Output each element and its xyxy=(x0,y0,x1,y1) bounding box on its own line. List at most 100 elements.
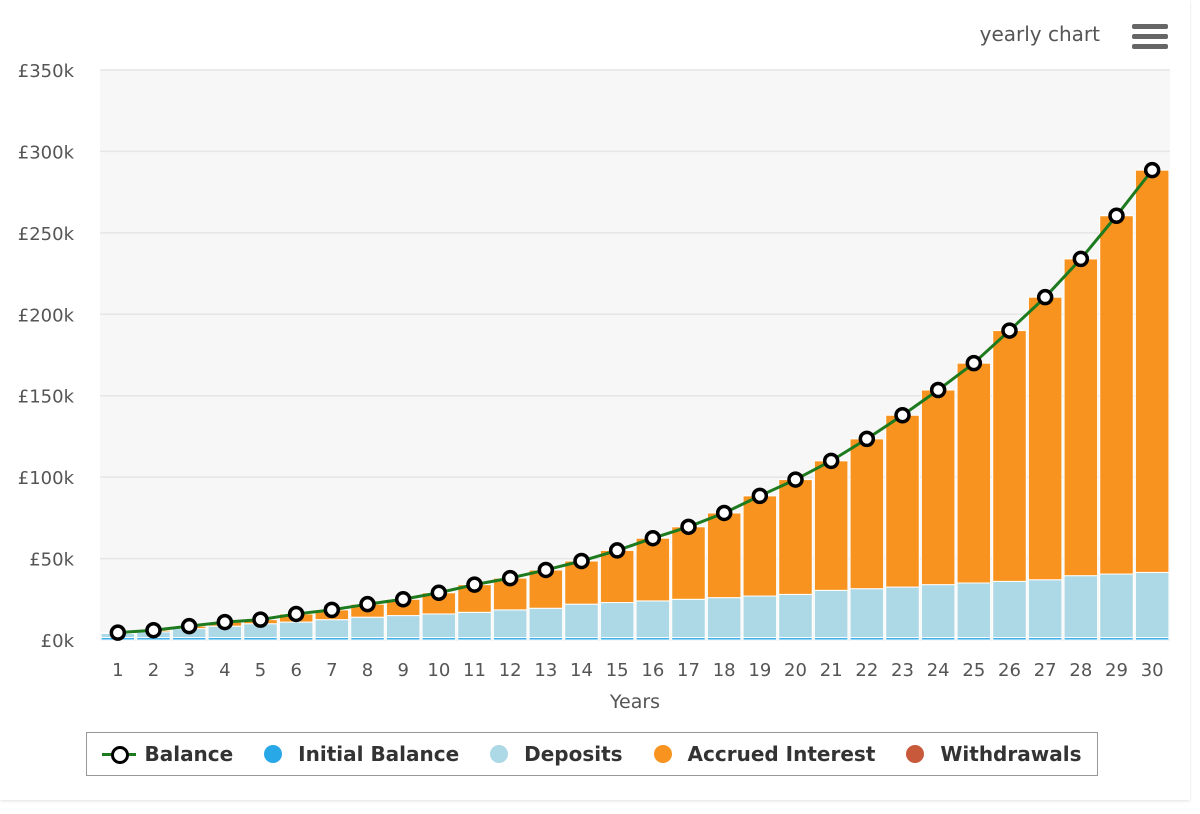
bar-accrued-interest[interactable] xyxy=(813,460,849,591)
balance-point[interactable] xyxy=(751,487,769,505)
balance-point[interactable] xyxy=(1143,161,1161,179)
legend-item-deposits[interactable]: Deposits xyxy=(490,742,623,766)
bar-deposits[interactable] xyxy=(528,607,564,639)
balance-point[interactable] xyxy=(430,584,448,602)
bar-deposits[interactable] xyxy=(492,609,528,639)
legend-item-initial-balance[interactable]: Initial Balance xyxy=(264,742,459,766)
balance-point[interactable] xyxy=(466,576,483,593)
balance-point[interactable] xyxy=(180,617,198,635)
balance-point[interactable] xyxy=(145,621,162,639)
bar-accrued-interest[interactable] xyxy=(1027,296,1063,581)
x-tick-label: 7 xyxy=(326,660,337,681)
balance-point[interactable] xyxy=(894,407,911,424)
chart-title[interactable]: yearly chart xyxy=(979,22,1100,46)
bar-accrued-interest[interactable] xyxy=(671,526,706,600)
balance-point[interactable] xyxy=(929,381,947,399)
bar-accrued-interest[interactable] xyxy=(920,389,956,586)
x-tick-label: 4 xyxy=(219,660,230,681)
hamburger-menu-icon[interactable] xyxy=(1132,24,1168,52)
bar-deposits[interactable] xyxy=(635,600,671,639)
balance-point[interactable] xyxy=(1001,322,1018,339)
x-tick-label: 21 xyxy=(820,660,843,681)
bar-deposits[interactable] xyxy=(1134,571,1170,639)
circle-icon xyxy=(264,745,283,763)
x-tick-label: 10 xyxy=(427,660,450,681)
bar-deposits[interactable] xyxy=(385,615,421,639)
balance-point[interactable] xyxy=(109,624,127,641)
bar-deposits[interactable] xyxy=(885,586,920,639)
x-tick-label: 2 xyxy=(148,660,159,681)
legend-label: Balance xyxy=(144,742,234,766)
balance-point[interactable] xyxy=(287,605,305,623)
bar-accrued-interest[interactable] xyxy=(706,512,742,599)
bar-deposits[interactable] xyxy=(599,602,635,639)
x-tick-label: 11 xyxy=(463,660,486,681)
bar-accrued-interest[interactable] xyxy=(849,438,885,590)
y-tick-label: £300k xyxy=(18,142,75,163)
bar-deposits[interactable] xyxy=(920,584,956,639)
bar-accrued-interest[interactable] xyxy=(635,537,671,602)
balance-point[interactable] xyxy=(394,591,412,608)
bar-deposits[interactable] xyxy=(421,613,457,639)
x-axis-title: Years xyxy=(609,691,660,713)
bar-deposits[interactable] xyxy=(778,593,813,639)
bar-accrued-interest[interactable] xyxy=(778,479,813,595)
bar-accrued-interest[interactable] xyxy=(1134,169,1170,573)
x-tick-label: 25 xyxy=(962,660,985,681)
balance-point[interactable] xyxy=(1108,207,1125,225)
bar-deposits[interactable] xyxy=(742,595,778,639)
x-tick-label: 3 xyxy=(183,660,194,681)
balance-point[interactable] xyxy=(822,452,840,470)
bar-deposits[interactable] xyxy=(813,589,849,639)
legend-item-balance[interactable]: Balance xyxy=(102,742,233,766)
balance-point[interactable] xyxy=(608,542,626,559)
x-tick-label: 22 xyxy=(855,660,878,681)
bar-accrued-interest[interactable] xyxy=(956,362,992,584)
x-tick-label: 24 xyxy=(927,660,950,681)
balance-point[interactable] xyxy=(1036,288,1054,306)
bar-deposits[interactable] xyxy=(849,588,885,639)
balance-point[interactable] xyxy=(252,611,269,628)
bar-accrued-interest[interactable] xyxy=(885,414,920,588)
x-tick-label: 9 xyxy=(397,660,408,681)
balance-point[interactable] xyxy=(573,552,590,570)
bar-accrued-interest[interactable] xyxy=(992,330,1027,582)
legend-item-accrued-interest[interactable]: Accrued Interest xyxy=(653,742,875,766)
x-tick-label: 17 xyxy=(677,660,700,681)
bar-deposits[interactable] xyxy=(457,611,492,639)
line-marker-icon xyxy=(102,745,137,764)
balance-point[interactable] xyxy=(216,613,234,631)
balance-point[interactable] xyxy=(1072,250,1090,268)
bar-deposits[interactable] xyxy=(671,598,706,639)
bar-deposits[interactable] xyxy=(314,619,350,639)
x-tick-label: 12 xyxy=(499,660,522,681)
balance-point[interactable] xyxy=(715,504,733,522)
balance-point[interactable] xyxy=(680,518,697,536)
balance-point[interactable] xyxy=(501,569,519,587)
bar-deposits[interactable] xyxy=(1063,575,1099,639)
balance-point[interactable] xyxy=(537,561,555,579)
bar-deposits[interactable] xyxy=(1027,579,1063,639)
bar-deposits[interactable] xyxy=(278,621,314,639)
x-tick-label: 5 xyxy=(255,660,266,681)
bar-deposits[interactable] xyxy=(564,603,599,639)
legend-item-withdrawals[interactable]: Withdrawals xyxy=(906,742,1081,766)
balance-point[interactable] xyxy=(965,354,983,372)
bar-accrued-interest[interactable] xyxy=(1063,258,1099,577)
x-tick-label: 15 xyxy=(606,660,629,681)
bar-deposits[interactable] xyxy=(350,616,385,639)
circle-icon xyxy=(653,745,672,763)
bar-deposits[interactable] xyxy=(956,582,992,639)
balance-point[interactable] xyxy=(858,430,876,448)
bar-deposits[interactable] xyxy=(992,580,1027,639)
balance-point[interactable] xyxy=(644,529,662,547)
balance-point[interactable] xyxy=(323,601,341,619)
bar-deposits[interactable] xyxy=(1099,573,1134,639)
x-tick-label: 13 xyxy=(534,660,557,681)
balance-point[interactable] xyxy=(787,471,804,488)
bar-deposits[interactable] xyxy=(706,597,742,639)
balance-point[interactable] xyxy=(359,595,376,613)
bar-accrued-interest[interactable] xyxy=(1099,215,1134,575)
bar-accrued-interest[interactable] xyxy=(742,495,778,597)
